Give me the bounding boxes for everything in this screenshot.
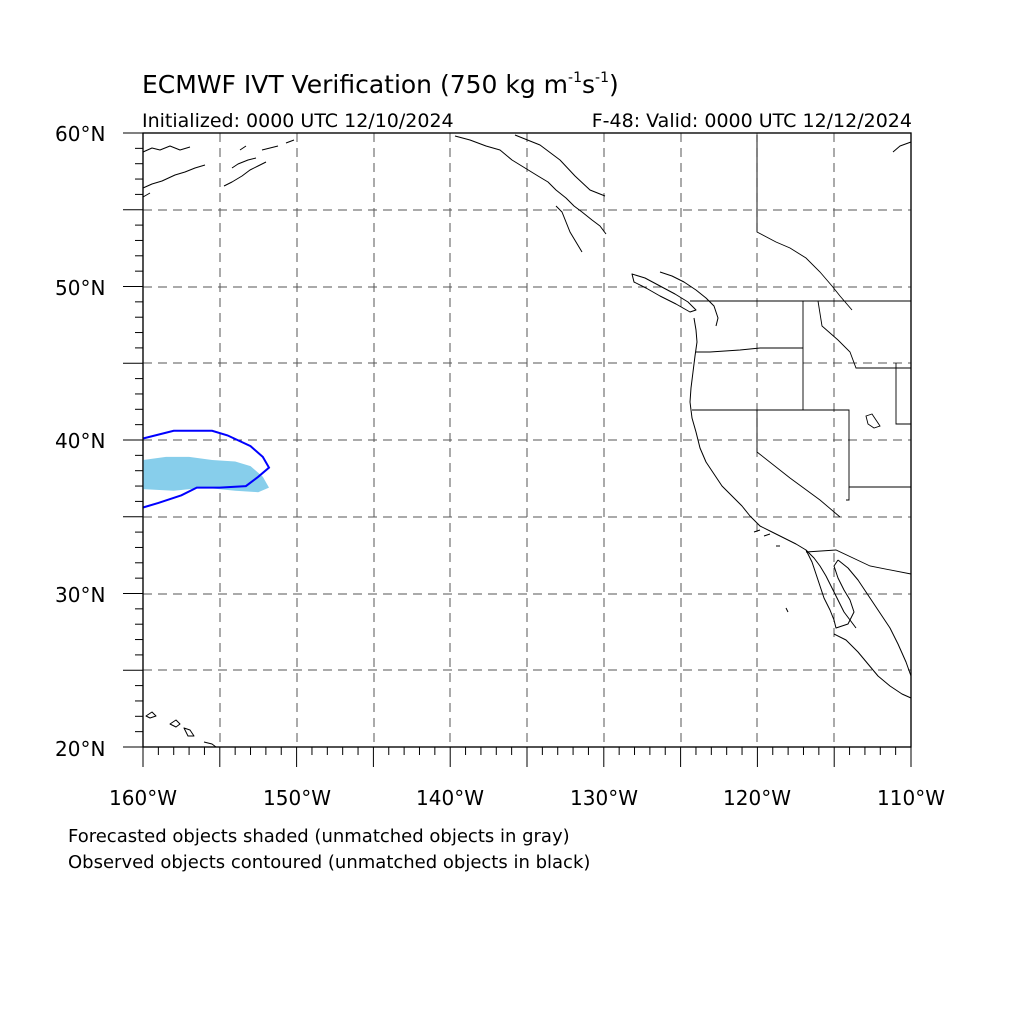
graticule xyxy=(143,133,911,747)
lon-label-150w: 150°W xyxy=(263,786,331,810)
valid-time: F-48: Valid: 0000 UTC 12/12/2024 xyxy=(591,110,912,132)
observed-ivt-contour xyxy=(142,429,271,509)
lat-label-60n: 60°N xyxy=(55,122,106,146)
coastlines xyxy=(142,134,912,748)
lon-label-140w: 140°W xyxy=(416,786,484,810)
lat-label-20n: 20°N xyxy=(55,737,106,761)
forecast-note: Forecasted objects shaded (unmatched obj… xyxy=(68,826,570,847)
lon-label-160w: 160°W xyxy=(109,786,177,810)
great-salt-lake xyxy=(865,413,881,429)
lon-label-110w: 110°W xyxy=(877,786,945,810)
lon-label-130w: 130°W xyxy=(570,786,638,810)
forecast-ivt-object xyxy=(143,456,269,493)
map-title: ECMWF IVT Verification (750 kg m-1s-1) xyxy=(142,70,619,99)
lat-label-30n: 30°N xyxy=(55,583,106,607)
lat-label-50n: 50°N xyxy=(55,276,106,300)
observed-note: Observed objects contoured (unmatched ob… xyxy=(68,852,591,873)
axis-ticks xyxy=(123,132,912,767)
political-boundaries xyxy=(690,135,912,575)
map-frame-top xyxy=(142,132,912,748)
lat-label-40n: 40°N xyxy=(55,429,106,453)
initialized-time: Initialized: 0000 UTC 12/10/2024 xyxy=(142,110,454,132)
lon-label-120w: 120°W xyxy=(723,786,791,810)
